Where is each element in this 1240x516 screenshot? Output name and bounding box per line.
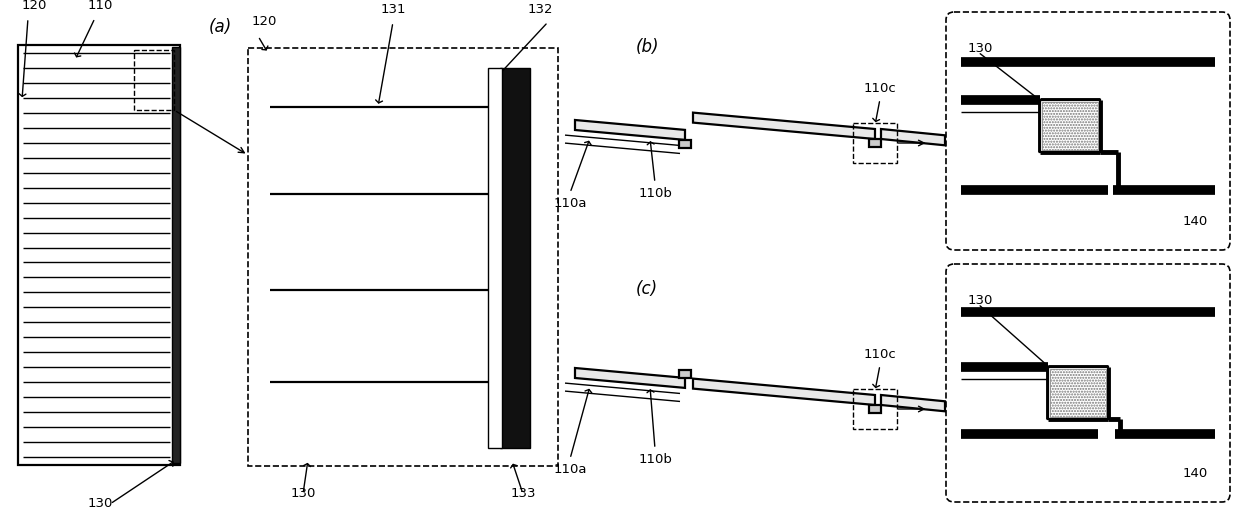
Bar — [19, 45, 180, 465]
Text: 130: 130 — [968, 294, 993, 307]
Polygon shape — [693, 379, 875, 405]
Text: 140: 140 — [1183, 467, 1208, 480]
Bar — [489, 68, 502, 448]
Text: 130: 130 — [290, 487, 316, 500]
Text: 131: 131 — [381, 3, 405, 16]
Bar — [680, 370, 691, 378]
Bar — [853, 123, 897, 163]
Text: 140: 140 — [1183, 215, 1208, 228]
Text: 110c: 110c — [863, 82, 897, 95]
Polygon shape — [880, 395, 945, 411]
Text: 120: 120 — [22, 0, 47, 12]
Polygon shape — [693, 112, 875, 139]
FancyBboxPatch shape — [946, 12, 1230, 250]
Bar — [134, 50, 174, 110]
Text: (c): (c) — [636, 280, 658, 298]
Text: 110a: 110a — [553, 463, 587, 476]
Text: 120: 120 — [252, 15, 278, 28]
Bar — [1048, 367, 1109, 419]
Bar — [869, 139, 880, 147]
Bar — [1040, 100, 1100, 152]
Bar — [500, 68, 529, 448]
Bar — [680, 140, 691, 148]
Bar — [1042, 102, 1097, 150]
Bar — [248, 48, 558, 466]
Text: (a): (a) — [208, 18, 232, 36]
Text: 110a: 110a — [553, 197, 587, 210]
Bar — [172, 47, 180, 463]
Text: 130: 130 — [87, 497, 113, 510]
Polygon shape — [575, 120, 684, 140]
Text: 130: 130 — [968, 42, 993, 55]
Bar — [853, 389, 897, 429]
Polygon shape — [575, 368, 684, 388]
FancyBboxPatch shape — [946, 264, 1230, 502]
Text: 110: 110 — [87, 0, 113, 12]
Polygon shape — [880, 129, 945, 146]
Bar — [869, 405, 880, 413]
Text: 110b: 110b — [639, 187, 672, 200]
Text: (b): (b) — [636, 38, 660, 56]
Bar — [1050, 369, 1106, 417]
Text: 110c: 110c — [863, 348, 897, 361]
Text: 132: 132 — [527, 3, 553, 16]
Text: 133: 133 — [510, 487, 536, 500]
Text: 110b: 110b — [639, 453, 672, 466]
